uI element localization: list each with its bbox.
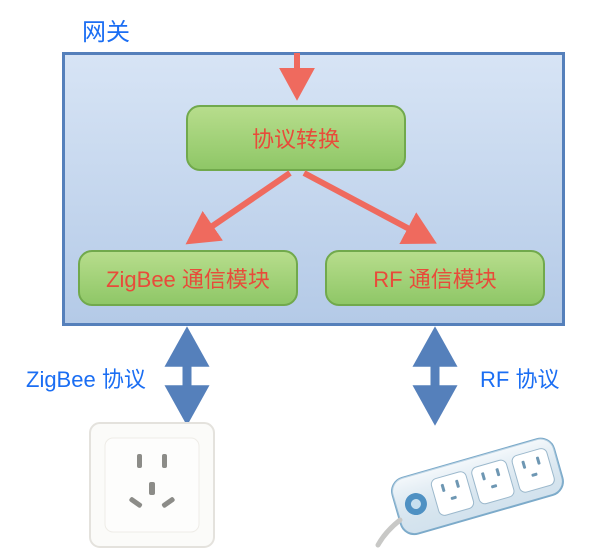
node-protocol-convert-label: 协议转换 (252, 122, 340, 154)
node-protocol-convert: 协议转换 (186, 105, 406, 171)
node-zigbee-module: ZigBee 通信模块 (78, 250, 298, 306)
label-rf-protocol: RF 协议 (480, 362, 559, 394)
diagram-canvas: 网关 协议转换 ZigBee 通信模块 RF 通信模块 ZigBee 协议 RF… (0, 0, 600, 558)
node-zigbee-module-label: ZigBee 通信模块 (106, 262, 270, 294)
node-rf-module-label: RF 通信模块 (373, 262, 496, 294)
label-zigbee-protocol: ZigBee 协议 (26, 362, 146, 394)
gateway-title: 网关 (82, 12, 130, 47)
device-wall-socket (87, 420, 217, 550)
wall-socket-icon (87, 420, 217, 550)
power-strip-icon (375, 420, 585, 550)
node-rf-module: RF 通信模块 (325, 250, 545, 306)
device-power-strip (375, 420, 585, 550)
